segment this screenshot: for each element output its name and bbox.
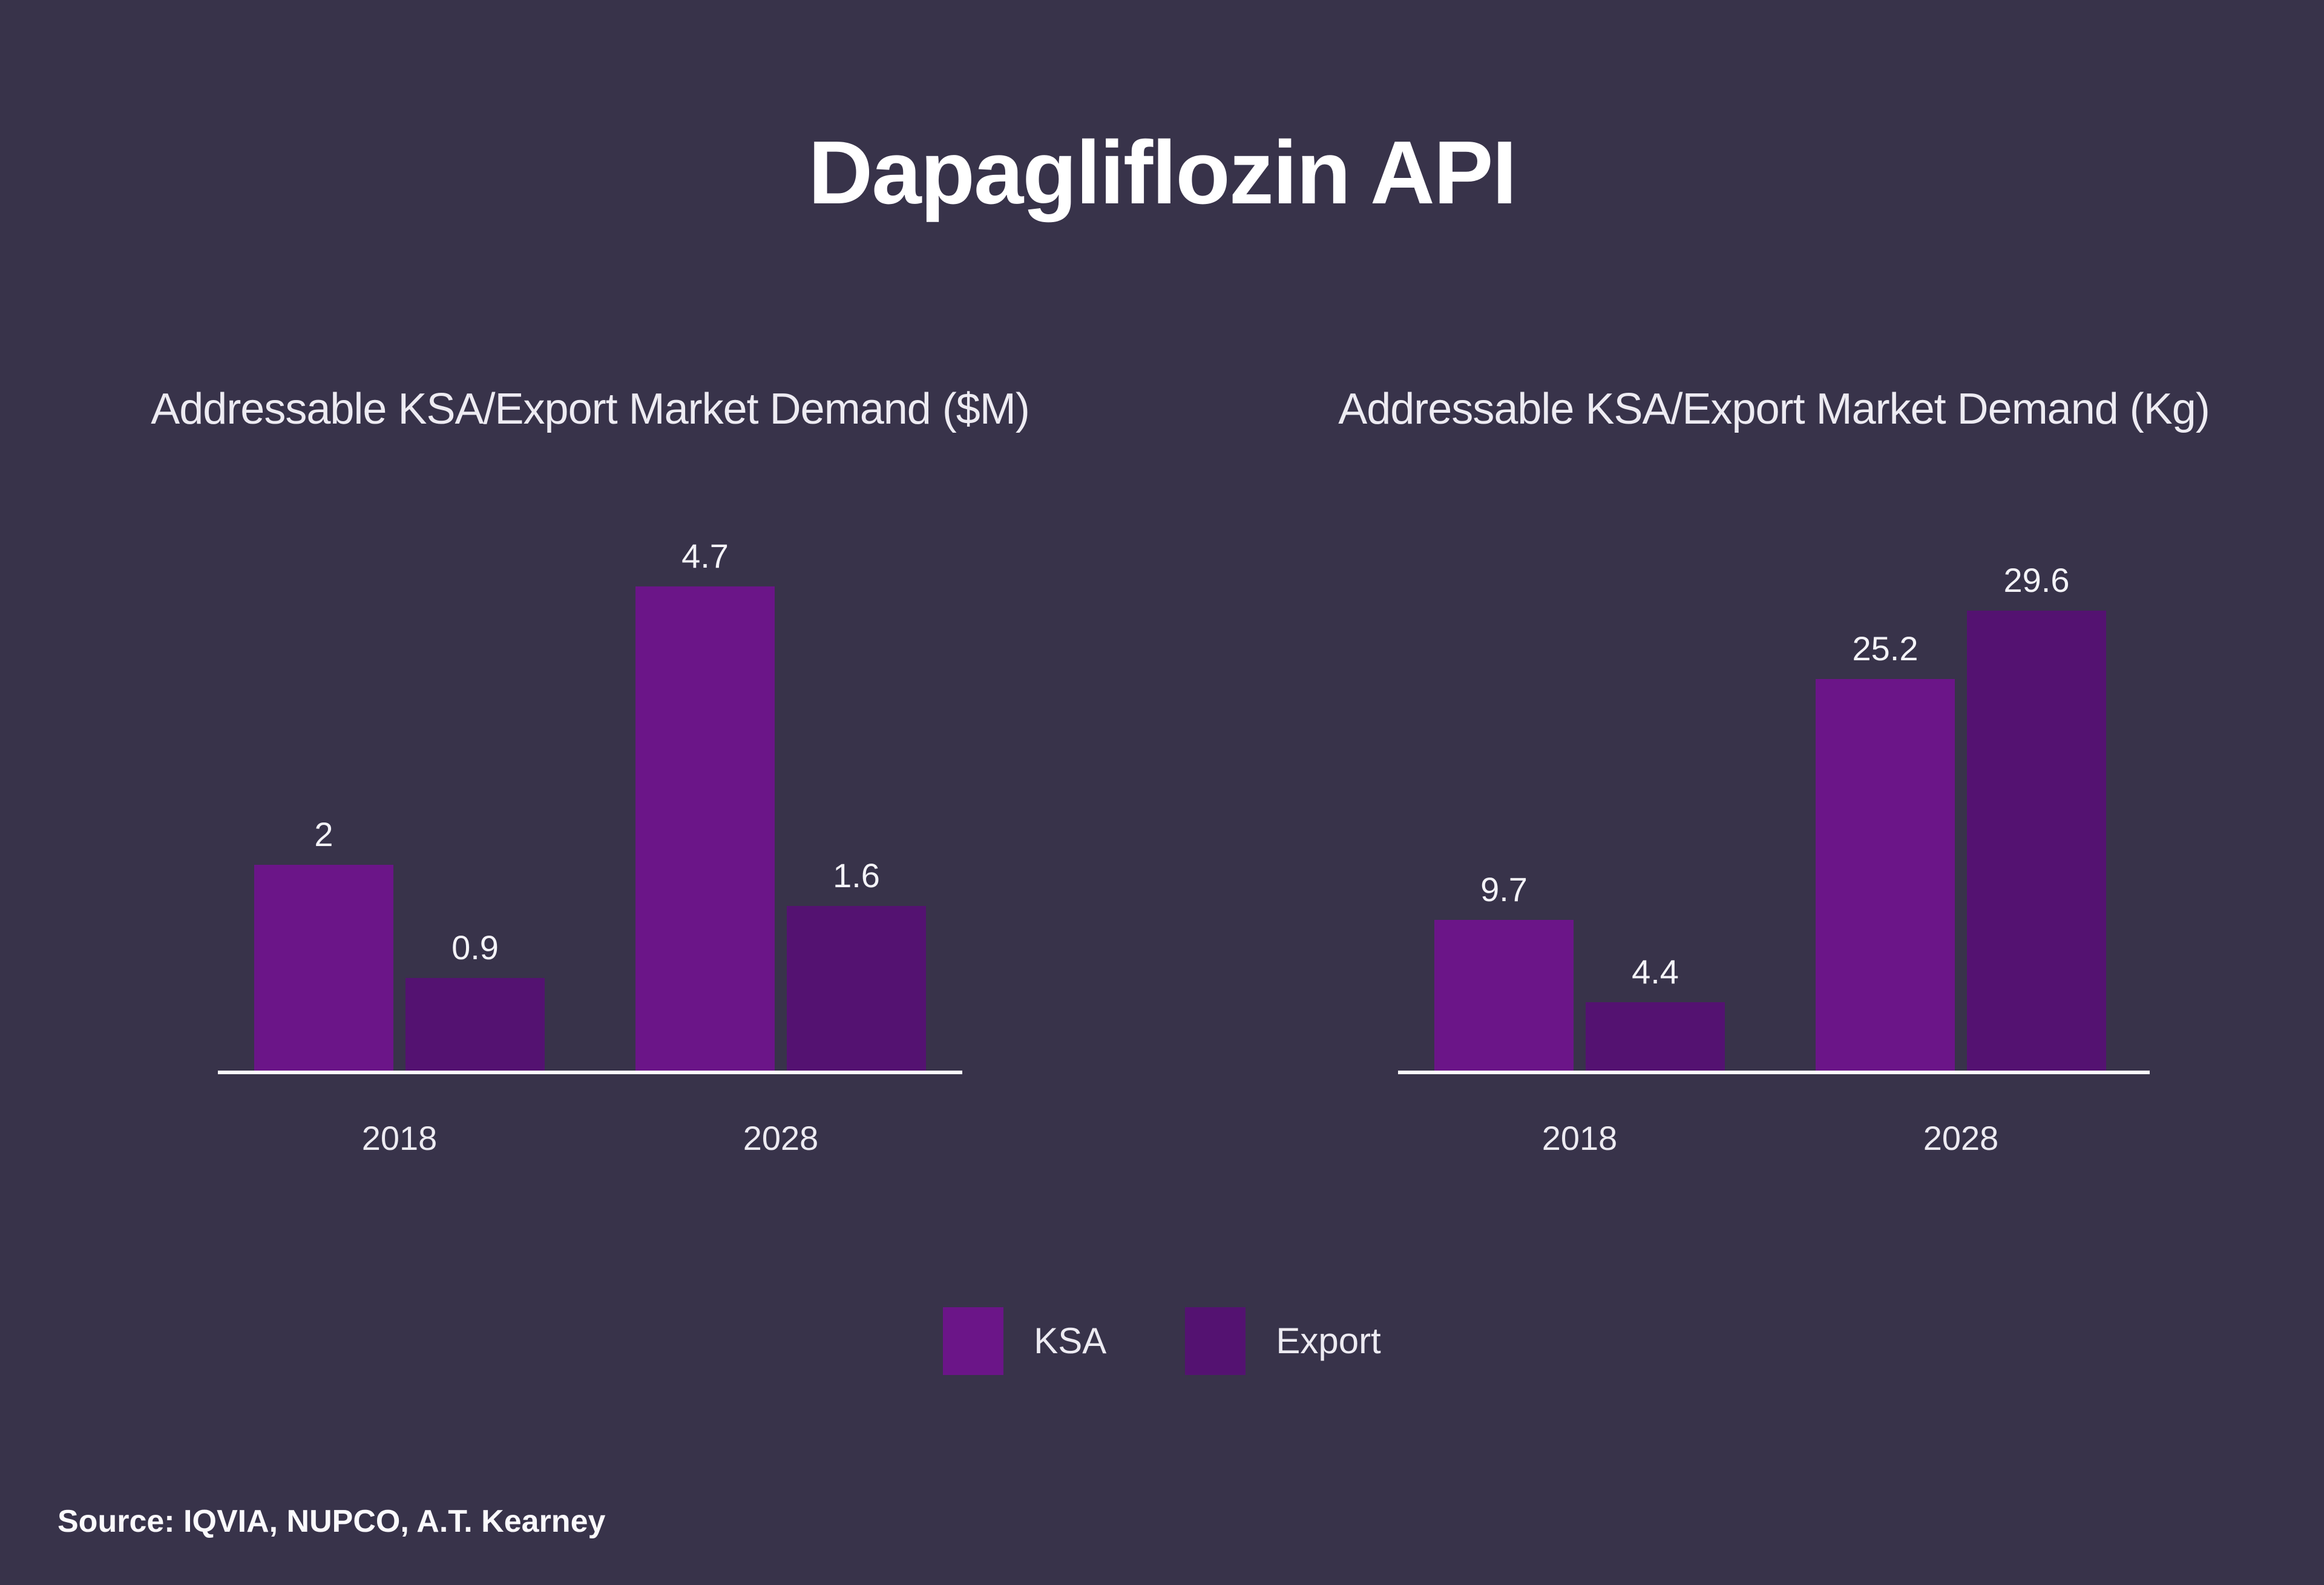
chart-title: Addressable KSA/Export Market Demand (Kg… <box>1338 385 2210 433</box>
chart-title-row: Addressable KSA/Export Market Demand ($M… <box>151 387 1030 431</box>
x-axis-labels: 2018 2028 <box>218 1121 962 1155</box>
bar-group-2018: 9.7 4.4 <box>1434 873 1725 1071</box>
bar-rect <box>1816 679 1955 1071</box>
legend-item-ksa: KSA <box>943 1307 1106 1375</box>
legend-label: KSA <box>1034 1321 1107 1361</box>
x-axis-label-2018: 2018 <box>361 1119 438 1157</box>
source-note: Source: IQVIA, NUPCO, A.T. Kearney <box>57 1504 606 1539</box>
chart-title: Addressable KSA/Export Market Demand ($M… <box>151 385 1030 433</box>
bar-value-label: 0.9 <box>451 928 499 966</box>
plot-area: 9.7 4.4 25.2 29.6 <box>1398 453 2150 1074</box>
legend-item-export: Export <box>1185 1307 1381 1375</box>
bar-value-label: 1.6 <box>833 856 880 894</box>
bar-ksa-2028: 25.2 <box>1816 632 1955 1071</box>
bar-rect <box>254 865 393 1071</box>
bar-value-label: 29.6 <box>2003 561 2070 599</box>
page-title: Dapagliflozin API <box>808 123 1517 223</box>
bar-ksa-2018: 9.7 <box>1434 873 1574 1071</box>
bar-group-2028: 4.7 1.6 <box>635 539 926 1071</box>
x-axis-label-2028: 2028 <box>743 1119 819 1157</box>
bar-group-2018: 2 0.9 <box>254 818 545 1071</box>
bar-value-label: 4.4 <box>1632 953 1679 991</box>
legend-label: Export <box>1276 1321 1381 1361</box>
x-axis-labels: 2018 2028 <box>1398 1121 2150 1155</box>
bar-ksa-2018: 2 <box>254 818 393 1071</box>
x-axis-label-2028: 2028 <box>1923 1119 1999 1157</box>
chart-market-demand-usd: Addressable KSA/Export Market Demand ($M… <box>151 387 1030 1155</box>
legend: KSA Export <box>0 1307 2324 1375</box>
bar-rect <box>1434 920 1574 1071</box>
bar-export-2028: 1.6 <box>787 859 926 1071</box>
chart-title-row: Addressable KSA/Export Market Demand (Kg… <box>1338 387 2210 431</box>
bar-export-2018: 0.9 <box>405 931 545 1071</box>
bar-ksa-2028: 4.7 <box>635 539 775 1071</box>
bar-rect <box>1586 1002 1725 1071</box>
bar-value-label: 9.7 <box>1480 870 1528 908</box>
legend-swatch-ksa <box>943 1307 1004 1375</box>
bar-value-label: 2 <box>314 815 333 853</box>
bar-rect <box>635 586 775 1071</box>
bar-export-2028: 29.6 <box>1967 563 2106 1071</box>
bar-rect <box>787 906 926 1071</box>
legend-swatch-export <box>1185 1307 1246 1375</box>
bar-group-2028: 25.2 29.6 <box>1816 563 2106 1071</box>
bar-rect <box>405 978 545 1071</box>
bar-rect <box>1967 611 2106 1071</box>
plot-area: 2 0.9 4.7 1.6 <box>218 453 962 1074</box>
bar-value-label: 4.7 <box>681 537 729 575</box>
chart-market-demand-kg: Addressable KSA/Export Market Demand (Kg… <box>1338 387 2210 1155</box>
bar-export-2018: 4.4 <box>1586 955 1725 1071</box>
bar-value-label: 25.2 <box>1852 629 1919 668</box>
x-axis-label-2018: 2018 <box>1541 1119 1618 1157</box>
